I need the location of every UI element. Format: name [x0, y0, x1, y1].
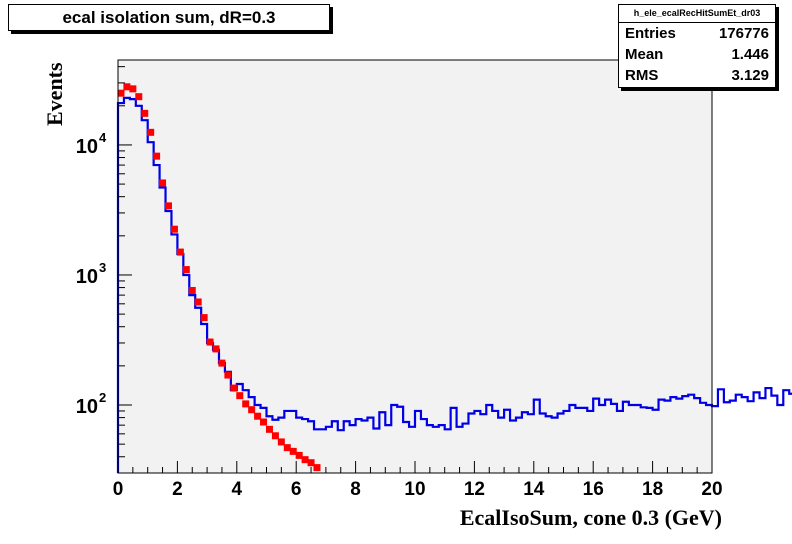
x-tick-label: 8 [350, 479, 361, 500]
stats-box: h_ele_ecalRecHitSumEt_dr03 Entries 17677… [618, 4, 776, 88]
x-tick-label: 4 [232, 479, 243, 500]
x-tick-label: 14 [523, 479, 545, 500]
data-point [248, 406, 256, 414]
data-point [164, 202, 172, 210]
y-tick-label: 10 [76, 266, 98, 288]
data-point [242, 400, 250, 408]
stats-row-mean: Mean 1.446 [619, 44, 775, 65]
data-point [129, 85, 137, 93]
x-tick-label: 0 [113, 479, 124, 500]
data-point [295, 451, 303, 459]
x-axis: 0 2 4 6 8 10 12 14 16 18 20 [113, 461, 723, 500]
x-tick-label: 20 [701, 479, 722, 500]
data-point [260, 418, 268, 426]
x-axis-label: EcalIsoSum, cone 0.3 (GeV) [460, 505, 722, 530]
data-point [176, 248, 184, 256]
stats-value-mean: 1.446 [731, 46, 769, 63]
data-point [194, 298, 202, 306]
data-point [301, 456, 309, 464]
y-tick-label: 10 [76, 396, 98, 418]
data-point [271, 432, 279, 440]
data-point [236, 392, 244, 400]
data-point [159, 179, 167, 187]
data-point [200, 314, 208, 322]
data-point [147, 128, 155, 136]
data-point [141, 109, 149, 117]
data-point [289, 447, 297, 455]
data-point [182, 266, 190, 274]
data-point [224, 371, 232, 379]
data-point [188, 286, 196, 294]
data-point [153, 152, 161, 160]
data-point [218, 359, 226, 367]
histogram-line [116, 96, 792, 473]
y-axis-label: Events [42, 62, 67, 126]
stats-label-mean: Mean [625, 46, 664, 63]
x-tick-label: 6 [291, 479, 302, 500]
data-point [206, 338, 214, 346]
stats-histogram-name: h_ele_ecalRecHitSumEt_dr03 [619, 5, 775, 23]
stats-row-entries: Entries 176776 [619, 23, 775, 44]
stats-value-rms: 3.129 [731, 67, 769, 84]
data-point [135, 93, 143, 101]
data-point [265, 425, 273, 433]
stats-value-entries: 176776 [718, 25, 769, 42]
y-tick-label: 10 [76, 136, 98, 158]
stats-row-rms: RMS 3.129 [619, 65, 775, 86]
data-point [283, 444, 291, 452]
data-point [313, 464, 321, 472]
y-tick-exponent: 4 [99, 130, 107, 145]
x-tick-label: 18 [642, 479, 663, 500]
data-point [254, 412, 262, 420]
data-point [117, 89, 125, 97]
data-point [230, 384, 238, 392]
data-point [170, 225, 178, 233]
chart-title: ecal isolation sum, dR=0.3 [8, 4, 330, 31]
x-tick-label: 16 [583, 479, 604, 500]
x-tick-label: 12 [464, 479, 485, 500]
data-point [307, 459, 315, 467]
data-point [212, 345, 220, 353]
data-point [277, 438, 285, 446]
x-tick-label: 10 [404, 479, 425, 500]
stats-label-entries: Entries [625, 25, 676, 42]
x-tick-label: 2 [172, 479, 183, 500]
data-point [123, 83, 131, 91]
y-tick-exponent: 3 [99, 260, 106, 275]
y-tick-exponent: 2 [99, 390, 106, 405]
stats-label-rms: RMS [625, 67, 659, 84]
